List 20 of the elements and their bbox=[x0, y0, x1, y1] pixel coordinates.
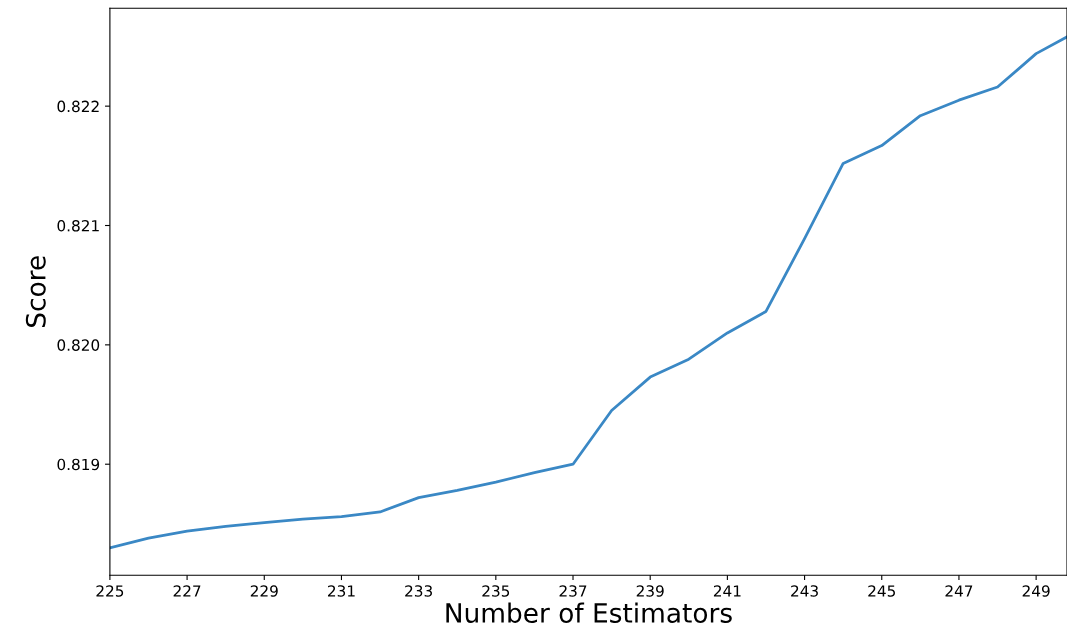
y-tick-label: 0.821 bbox=[57, 219, 99, 232]
x-tick-label: 229 bbox=[250, 585, 278, 597]
x-tick-label: 247 bbox=[945, 585, 973, 597]
y-axis-title: Score bbox=[25, 256, 46, 327]
x-tick-label: 235 bbox=[482, 585, 510, 597]
x-tick-label: 245 bbox=[868, 585, 895, 597]
y-tick-label: 0.822 bbox=[57, 100, 99, 113]
x-tick-label: 239 bbox=[636, 585, 664, 597]
y-tick-label: 0.820 bbox=[57, 339, 100, 351]
x-tick-label: 225 bbox=[96, 585, 124, 597]
x-tick-label: 237 bbox=[559, 585, 587, 597]
x-tick-label: 227 bbox=[173, 585, 201, 597]
line-series bbox=[109, 35, 1067, 550]
x-tick-label: 241 bbox=[713, 585, 741, 597]
x-tick-label: 233 bbox=[405, 585, 432, 597]
x-tick-label: 231 bbox=[328, 585, 355, 597]
x-tick-label: 243 bbox=[791, 585, 818, 597]
x-tick-label: 249 bbox=[1022, 585, 1050, 597]
x-axis-title: Number of Estimators bbox=[446, 602, 732, 623]
y-tick-label: 0.819 bbox=[57, 458, 100, 471]
